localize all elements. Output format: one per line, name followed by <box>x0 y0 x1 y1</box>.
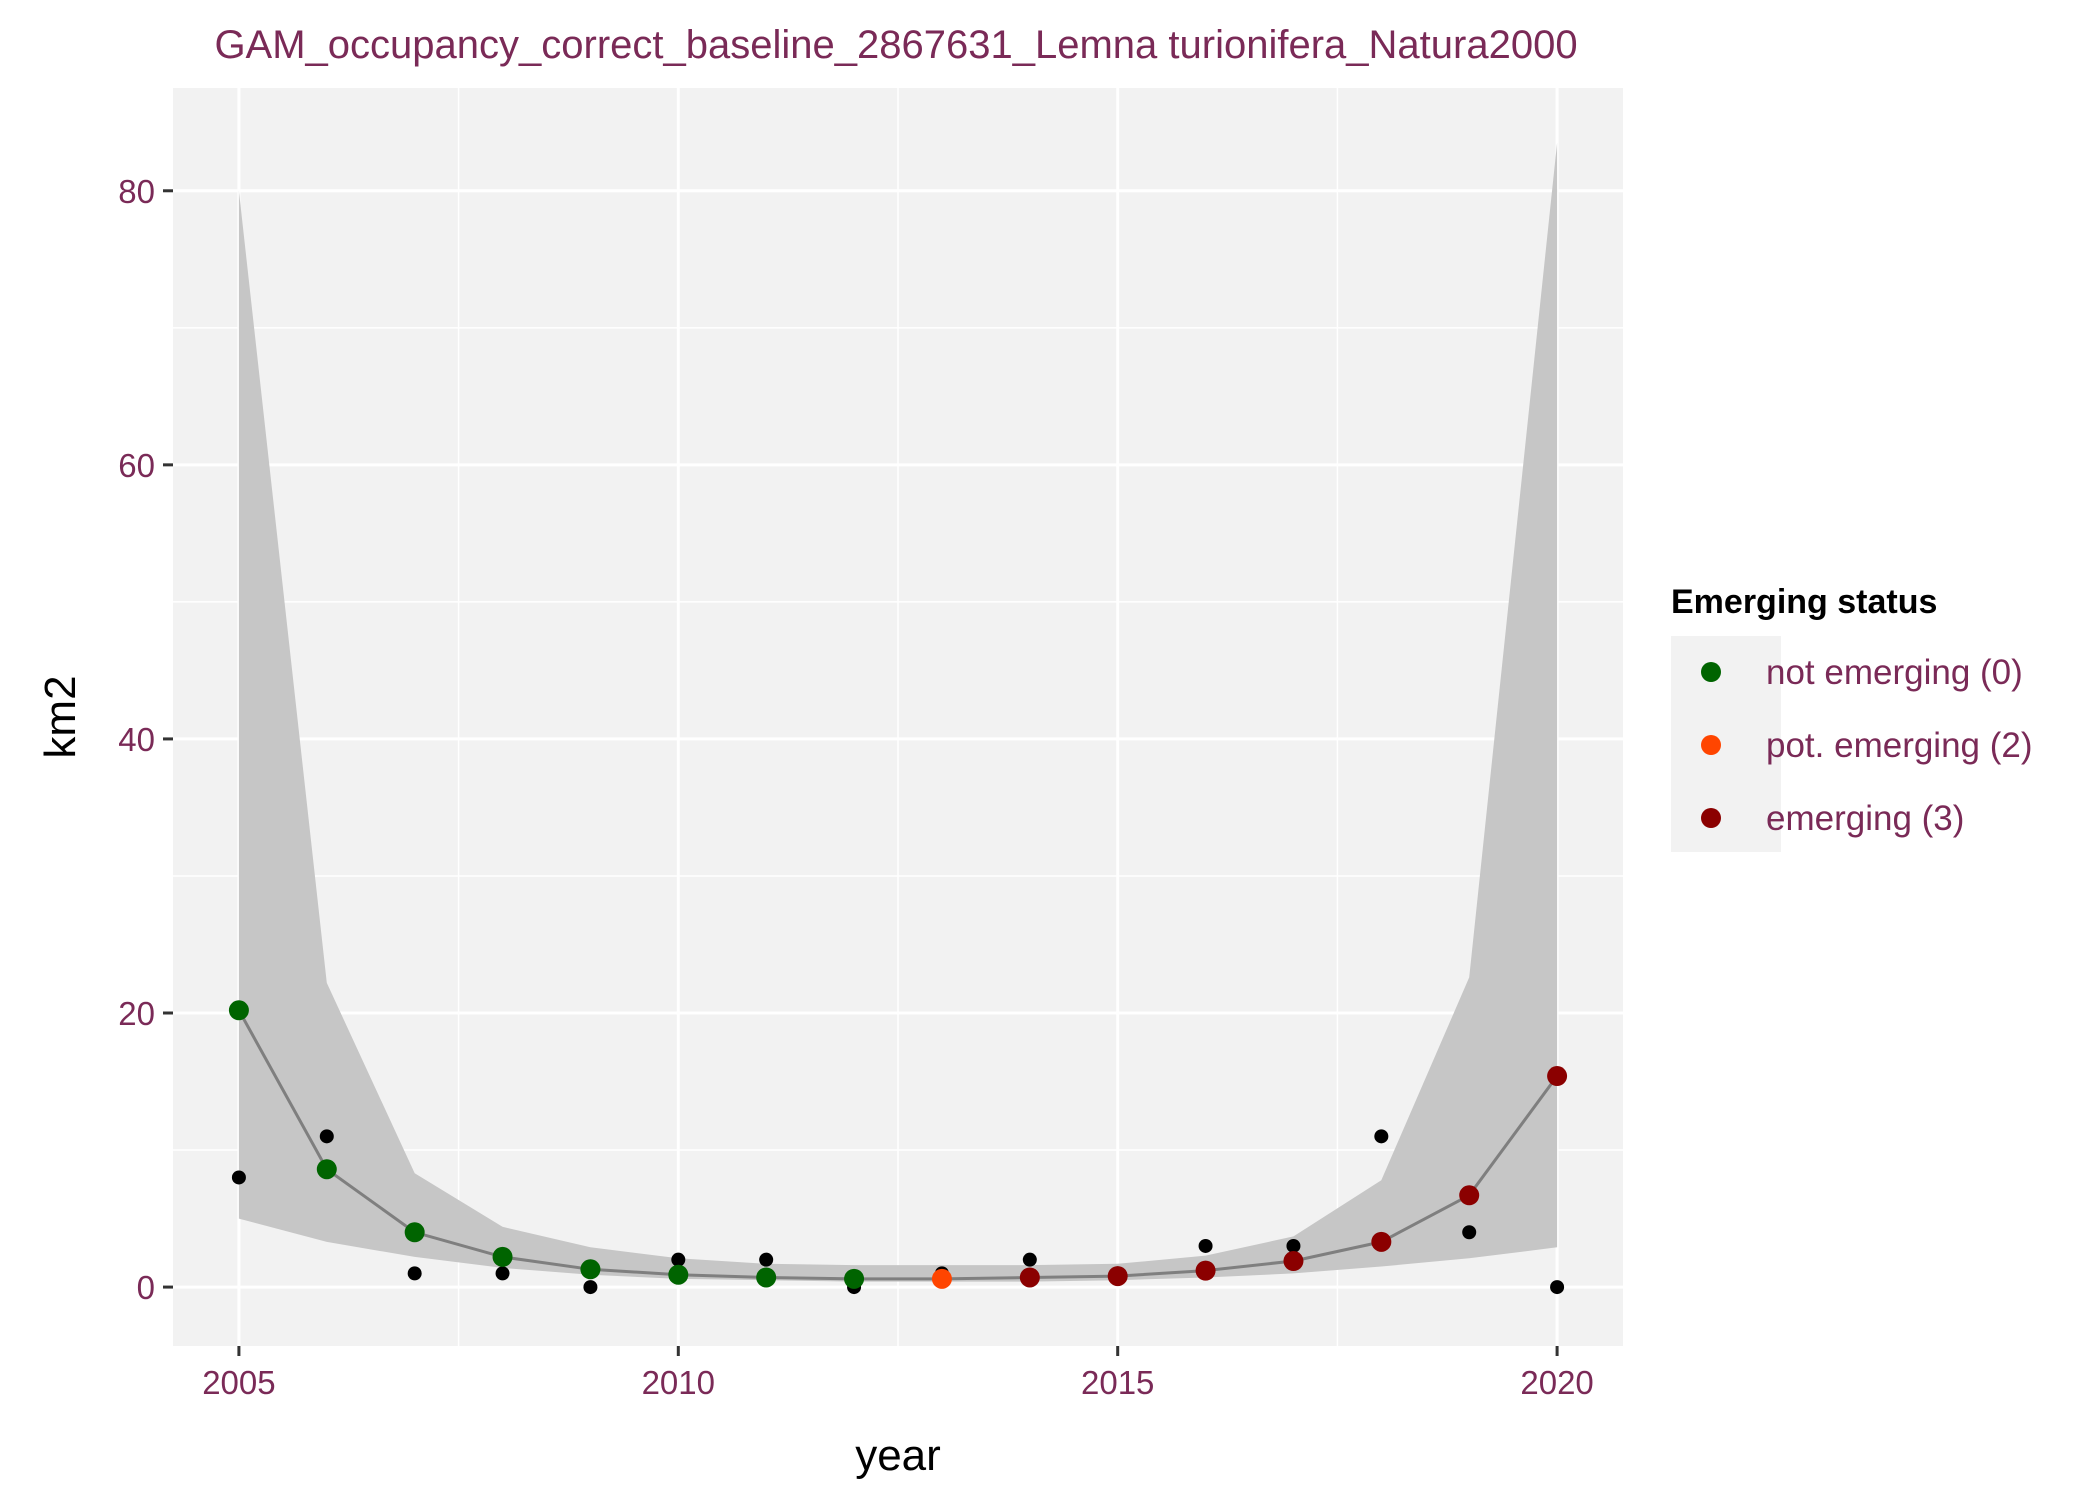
y-axis-label: km2 <box>36 675 85 758</box>
observed-point <box>671 1252 686 1267</box>
y-tick-label: 60 <box>118 447 155 484</box>
y-tick-label: 40 <box>118 721 155 758</box>
legend-title: Emerging status <box>1671 583 1937 621</box>
legend-key-0 <box>1701 662 1721 682</box>
legend-entries: not emerging (0) pot. emerging (2) emergin… <box>1701 653 2033 838</box>
status-point <box>1283 1251 1304 1272</box>
legend-key-3 <box>1701 808 1721 828</box>
status-point <box>580 1259 601 1280</box>
y-tick-label: 0 <box>137 1269 155 1306</box>
status-point <box>1107 1266 1128 1287</box>
observed-point <box>583 1280 598 1295</box>
chart-title: GAM_occupancy_correct_baseline_2867631_L… <box>214 23 1577 67</box>
observed-point <box>1374 1129 1389 1144</box>
observed-point <box>1286 1238 1301 1253</box>
observed-point <box>1198 1238 1213 1253</box>
observed-point <box>495 1266 510 1281</box>
status-points <box>228 1000 1568 1289</box>
observed-point <box>1022 1252 1037 1267</box>
status-point <box>404 1222 425 1243</box>
legend-key-2 <box>1701 735 1721 755</box>
confidence-ribbon <box>238 142 1558 1282</box>
status-point <box>1459 1185 1480 1206</box>
x-tick-label: 2010 <box>642 1364 715 1401</box>
x-axis-label: year <box>855 1431 941 1480</box>
observed-point <box>319 1129 334 1144</box>
y-axis: 0 20 40 60 80 <box>118 173 173 1306</box>
legend-label-2: pot. emerging (2) <box>1766 726 2033 765</box>
observed-point <box>759 1252 774 1267</box>
observed-point <box>1550 1280 1565 1295</box>
status-point <box>1195 1260 1216 1281</box>
x-tick-label: 2020 <box>1520 1364 1593 1401</box>
legend-label-3: emerging (3) <box>1766 799 1964 838</box>
observed-point <box>407 1266 422 1281</box>
status-point <box>316 1159 337 1180</box>
x-tick-label: 2005 <box>202 1364 275 1401</box>
status-point <box>668 1264 689 1285</box>
observed-point <box>231 1170 246 1185</box>
status-point <box>931 1268 952 1289</box>
legend: Emerging status not emerging (0) pot. eme… <box>1671 583 2033 852</box>
status-point <box>1019 1267 1040 1288</box>
y-tick-label: 80 <box>118 173 155 210</box>
status-point <box>756 1267 777 1288</box>
status-point <box>1547 1066 1568 1087</box>
status-point <box>1371 1231 1392 1252</box>
status-point <box>844 1268 865 1289</box>
gam-fit-line <box>237 1009 1559 1281</box>
observed-point <box>1462 1225 1477 1240</box>
legend-label-0: not emerging (0) <box>1766 653 2023 692</box>
status-point <box>228 1000 249 1021</box>
x-tick-label: 2015 <box>1081 1364 1154 1401</box>
minor-gridlines <box>173 88 1623 1346</box>
status-point <box>492 1246 513 1267</box>
y-tick-label: 20 <box>118 995 155 1032</box>
legend-keys-background <box>1671 636 1781 852</box>
x-axis: 2005 2010 2015 2020 <box>202 1346 1594 1401</box>
